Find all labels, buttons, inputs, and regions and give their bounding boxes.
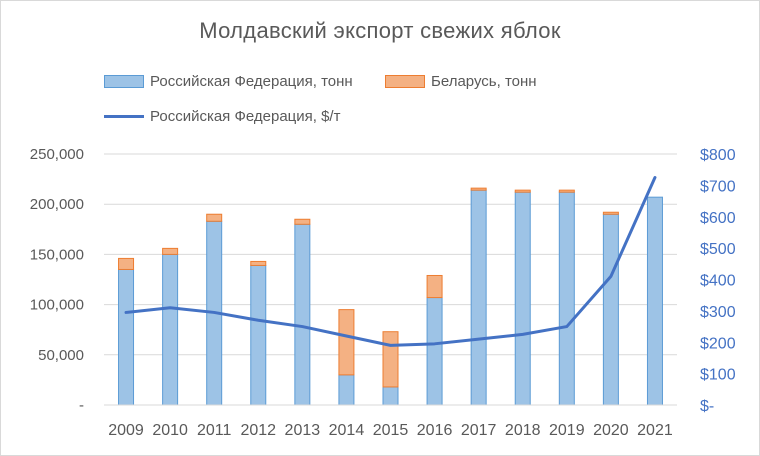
x-axis-tick-label: 2011 <box>197 422 232 439</box>
left-axis-tick-label: 50,000 <box>38 347 84 364</box>
bar-belarus-tonnes <box>470 187 487 191</box>
line-russia-price <box>124 176 657 347</box>
right-axis-tick-label: $800 <box>700 147 736 164</box>
bar-russia-tonnes <box>558 191 575 406</box>
bar-belarus-tonnes <box>558 189 575 193</box>
left-axis-tick-label: 250,000 <box>30 146 84 163</box>
right-axis-tick-label: $- <box>700 398 714 415</box>
bar-russia-tonnes <box>470 189 487 406</box>
bar-belarus-tonnes <box>118 257 135 270</box>
x-axis-tick-label: 2021 <box>637 422 673 439</box>
bar-russia-tonnes <box>382 386 399 406</box>
right-axis-tick-label: $100 <box>700 367 736 384</box>
bar-russia-tonnes <box>250 264 267 406</box>
bar-belarus-tonnes <box>426 274 443 299</box>
bar-belarus-tonnes <box>206 213 223 222</box>
bar-russia-tonnes <box>514 191 531 406</box>
bar-belarus-tonnes <box>602 211 619 215</box>
bar-russia-tonnes <box>426 297 443 406</box>
left-axis-tick-label: 200,000 <box>30 196 84 213</box>
bar-belarus-tonnes <box>514 189 531 193</box>
right-axis-tick-label: $500 <box>700 241 736 258</box>
left-axis-tick-label: - <box>79 397 84 414</box>
legend-item-belarus-tonnes: Беларусь, тонн <box>385 73 537 90</box>
right-axis-tick-label: $400 <box>700 273 736 290</box>
legend-label-russia-price: Российская Федерация, $/т <box>150 108 341 125</box>
legend-label-russia-tonnes: Российская Федерация, тонн <box>150 73 353 90</box>
bar-russia-tonnes <box>338 374 355 406</box>
x-axis-tick-label: 2016 <box>417 422 453 439</box>
legend-swatch-belarus-tonnes <box>385 75 425 88</box>
bar-russia-tonnes <box>118 268 135 406</box>
bar-belarus-tonnes <box>162 247 179 255</box>
legend-swatch-russia-tonnes <box>104 75 144 88</box>
left-axis-tick-label: 150,000 <box>30 246 84 263</box>
x-axis-tick-label: 2018 <box>505 422 541 439</box>
x-axis-tick-label: 2013 <box>285 422 321 439</box>
bar-belarus-tonnes <box>250 260 267 266</box>
x-axis-tick-label: 2015 <box>373 422 409 439</box>
legend-item-russia-tonnes: Российская Федерация, тонн <box>104 73 353 90</box>
right-axis-tick-label: $200 <box>700 335 736 352</box>
legend-line-russia-price <box>104 115 144 118</box>
x-axis-tick-label: 2009 <box>108 422 144 439</box>
right-axis-tick-label: $700 <box>700 178 736 195</box>
bar-russia-tonnes <box>646 196 663 406</box>
bar-russia-tonnes <box>294 223 311 406</box>
bar-belarus-tonnes <box>338 309 355 376</box>
bar-belarus-tonnes <box>382 331 399 388</box>
chart-title: Молдавский экспорт свежих яблок <box>199 18 561 43</box>
legend-item-russia-price: Российская Федерация, $/т <box>104 108 340 125</box>
legend-label-belarus-tonnes: Беларусь, тонн <box>431 73 537 90</box>
bar-belarus-tonnes <box>294 218 311 225</box>
x-axis-tick-label: 2012 <box>240 422 276 439</box>
bar-russia-tonnes <box>602 213 619 406</box>
x-axis-tick-label: 2019 <box>549 422 585 439</box>
x-axis-tick-label: 2010 <box>152 422 188 439</box>
right-axis-tick-label: $300 <box>700 304 736 321</box>
x-axis-tick-label: 2017 <box>461 422 497 439</box>
x-axis-tick-label: 2020 <box>593 422 629 439</box>
x-axis-tick-label: 2014 <box>329 422 365 439</box>
left-axis-tick-label: 100,000 <box>30 297 84 314</box>
right-axis-tick-label: $600 <box>700 210 736 227</box>
bar-russia-tonnes <box>162 253 179 406</box>
